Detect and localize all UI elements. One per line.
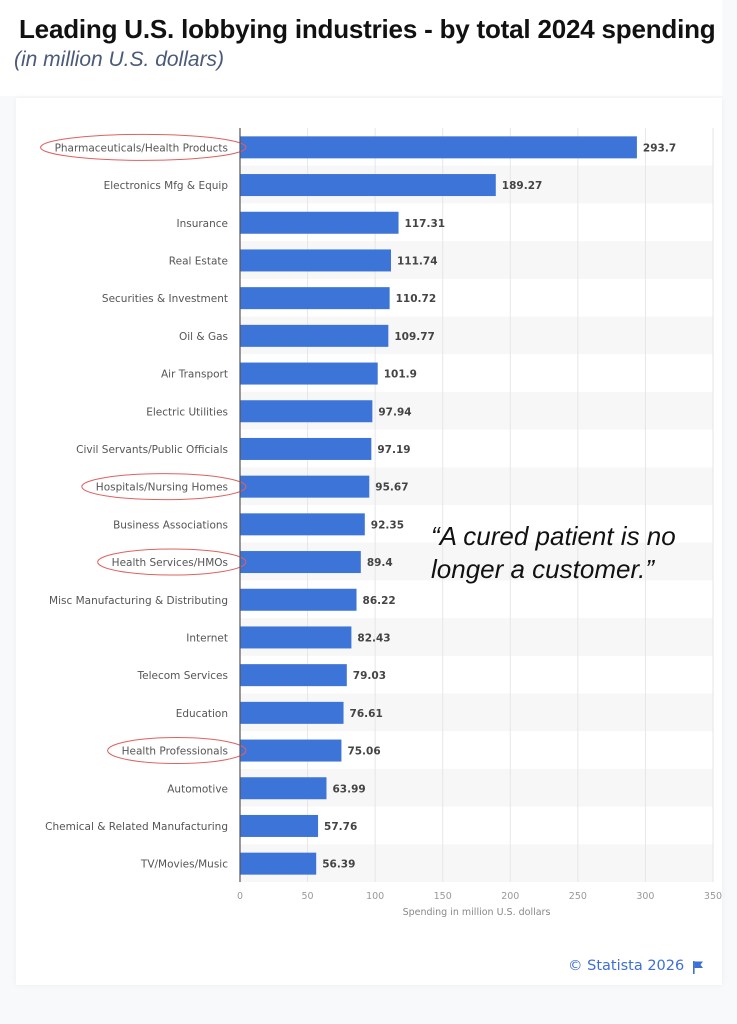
value-label: 110.72 (396, 293, 437, 305)
x-tick-label: 200 (501, 891, 519, 902)
bar (240, 400, 373, 423)
value-label: 56.39 (322, 859, 355, 871)
page-title: Leading U.S. lobbying industries - by to… (19, 14, 716, 44)
x-axis-title: Spending in million U.S. dollars (403, 907, 551, 918)
row-stripe (240, 844, 713, 882)
bar (240, 588, 357, 611)
value-label: 101.9 (384, 369, 417, 381)
x-tick-label: 300 (636, 891, 654, 902)
value-label: 76.61 (350, 708, 383, 720)
bar (240, 287, 390, 310)
category-label: Misc Manufacturing & Distributing (49, 595, 228, 607)
value-label: 82.43 (357, 632, 390, 644)
value-label: 97.19 (377, 444, 410, 456)
bar (240, 362, 378, 385)
value-label: 111.74 (397, 255, 438, 267)
value-label: 293.7 (643, 142, 676, 154)
bar (240, 513, 365, 536)
category-label: Hospitals/Nursing Homes (96, 482, 228, 494)
category-label: Real Estate (169, 255, 228, 267)
x-tick-label: 0 (237, 891, 243, 902)
value-label: 79.03 (353, 670, 386, 682)
category-labels: Pharmaceuticals/Health Products Electroni… (45, 142, 228, 870)
bar (240, 136, 637, 159)
value-label: 117.31 (405, 218, 446, 230)
page-subtitle: (in million U.S. dollars) (14, 48, 225, 71)
highlight-ellipse (107, 737, 247, 765)
value-label: 57.76 (324, 821, 357, 833)
category-label: Oil & Gas (179, 331, 228, 343)
bars (240, 136, 637, 875)
tick-labels: 0 50 100 150 200 250 300 350 (237, 891, 722, 902)
category-label: Health Services/HMOs (112, 557, 228, 569)
value-label: 63.99 (332, 783, 365, 795)
x-tick-label: 50 (302, 891, 314, 902)
bar (240, 551, 361, 574)
value-label: 86.22 (363, 595, 396, 607)
statista-credit-link[interactable]: © Statista 2026 (568, 958, 685, 974)
category-label: TV/Movies/Music (140, 859, 228, 871)
x-tick-label: 150 (434, 891, 452, 902)
quote-line-2: longer a customer.” (431, 554, 655, 584)
value-label: 92.35 (371, 519, 404, 531)
bar (240, 739, 342, 762)
category-label: Internet (186, 632, 228, 644)
highlight-ellipse (97, 548, 247, 576)
flag-icon[interactable] (692, 961, 704, 974)
value-label: 95.67 (375, 482, 408, 494)
x-tick-label: 350 (704, 891, 722, 902)
bar (240, 626, 352, 649)
value-label: 189.27 (502, 180, 543, 192)
bar (240, 475, 370, 498)
value-label: 89.4 (367, 557, 393, 569)
bar (240, 664, 347, 687)
bar (240, 324, 389, 347)
category-label: Business Associations (113, 519, 228, 531)
highlight-circles (40, 133, 247, 765)
category-label: Automotive (167, 783, 228, 795)
category-label: Chemical & Related Manufacturing (45, 821, 228, 833)
bar (240, 852, 317, 875)
highlight-ellipse (40, 133, 247, 161)
bar (240, 437, 372, 460)
category-label: Electric Utilities (146, 406, 228, 418)
category-label: Securities & Investment (102, 293, 228, 305)
value-label: 109.77 (394, 331, 435, 343)
value-label: 97.94 (378, 406, 411, 418)
header: Leading U.S. lobbying industries - by to… (0, 0, 722, 96)
category-label: Pharmaceuticals/Health Products (55, 142, 228, 154)
category-label: Telecom Services (136, 670, 228, 682)
bar (240, 249, 392, 272)
category-label: Education (176, 708, 228, 720)
category-label: Air Transport (161, 369, 228, 381)
x-tick-label: 100 (366, 891, 384, 902)
highlight-ellipse (81, 473, 247, 501)
bar (240, 814, 319, 837)
category-label: Insurance (176, 218, 228, 230)
category-label: Civil Servants/Public Officials (76, 444, 228, 456)
bar (240, 174, 496, 197)
quote-annotation: “A cured patient is no longer a customer… (431, 520, 721, 586)
bar (240, 211, 399, 234)
quote-line-1: “A cured patient is no (431, 521, 676, 551)
category-label: Health Professionals (122, 746, 228, 758)
value-labels: 293.7 189.27 117.31 111.74 110.72 109.77 101.9… (322, 142, 676, 870)
category-label: Electronics Mfg & Equip (104, 180, 229, 192)
value-label: 75.06 (347, 746, 380, 758)
x-tick-label: 250 (569, 891, 587, 902)
bar (240, 777, 327, 800)
bar (240, 701, 344, 724)
